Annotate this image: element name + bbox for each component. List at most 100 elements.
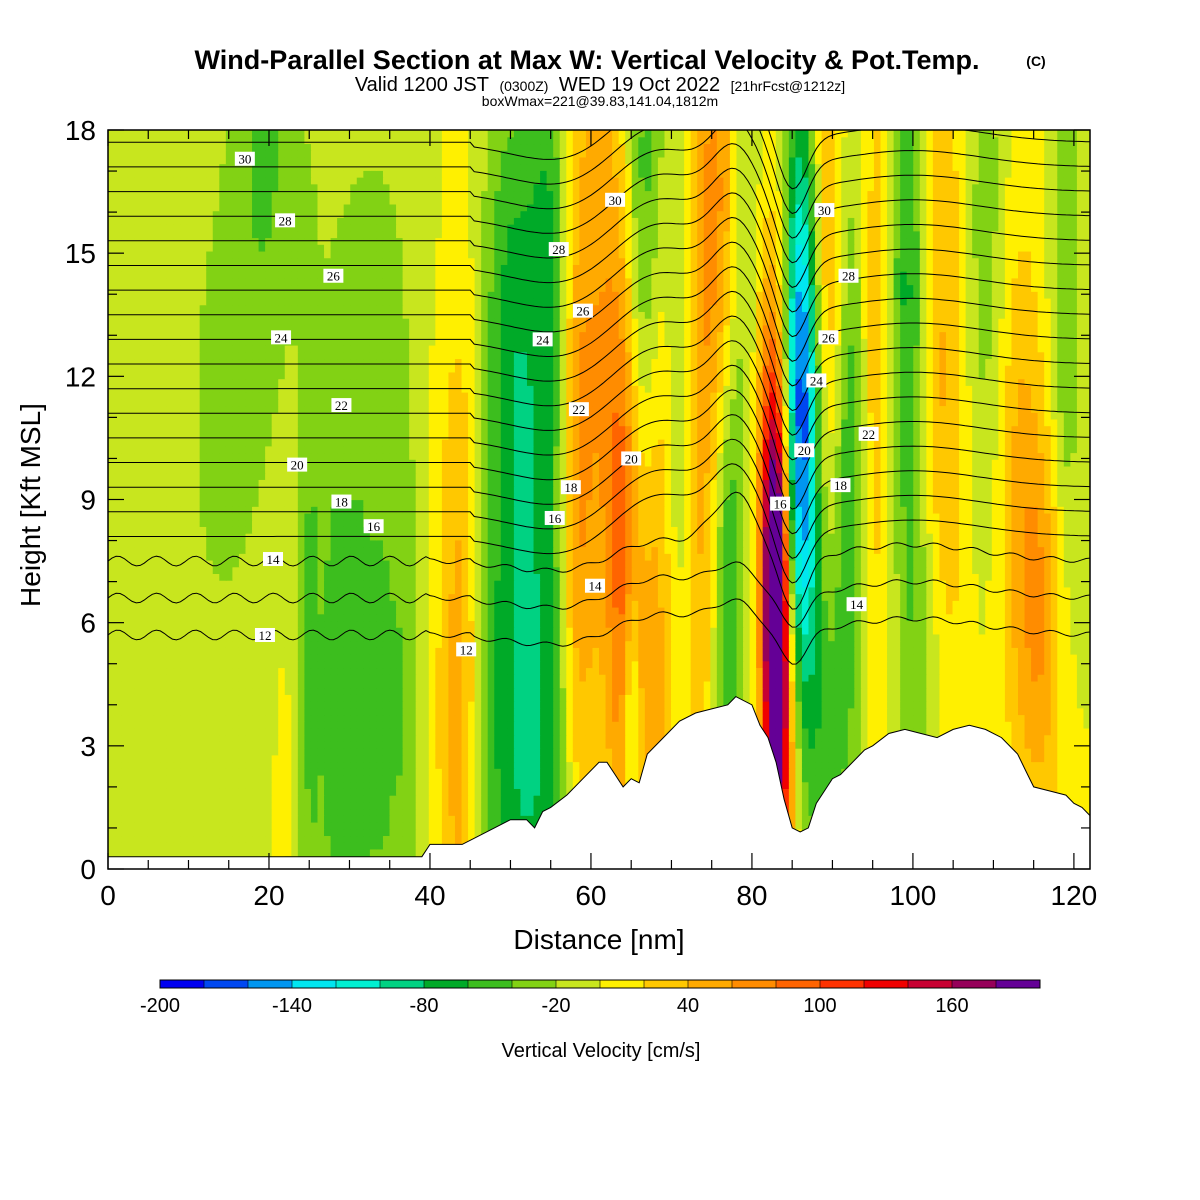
w-cell	[631, 721, 639, 729]
w-cell	[166, 768, 175, 776]
w-cell	[173, 821, 181, 830]
w-cell	[258, 754, 266, 763]
w-cell	[1004, 727, 1013, 736]
w-cell	[1031, 680, 1039, 689]
w-cell	[618, 674, 626, 682]
w-cell	[507, 721, 515, 729]
w-cell	[350, 714, 358, 722]
w-cell	[428, 774, 436, 783]
w-cell	[795, 680, 803, 689]
w-cell	[245, 654, 253, 662]
w-cell	[428, 647, 436, 655]
w-cell	[775, 727, 783, 736]
w-cell	[389, 835, 397, 843]
w-cell	[880, 647, 888, 655]
w-cell	[985, 647, 993, 655]
w-cell	[153, 781, 161, 789]
w-cell	[945, 707, 954, 716]
w-cell	[114, 828, 122, 837]
w-cell	[356, 727, 364, 736]
w-cell	[330, 654, 338, 662]
w-cell	[821, 754, 829, 763]
w-cell	[441, 707, 450, 716]
w-cell	[526, 801, 535, 810]
w-cell	[454, 754, 463, 763]
w-cell	[808, 654, 816, 662]
w-cell	[435, 754, 443, 763]
w-cell	[893, 660, 901, 669]
w-cell	[350, 647, 358, 655]
w-cell	[461, 694, 469, 702]
w-cell	[533, 721, 541, 729]
w-cell	[828, 714, 836, 722]
w-cell	[546, 647, 554, 655]
w-cell	[1031, 768, 1039, 776]
w-cell	[232, 761, 240, 769]
w-cell	[716, 647, 724, 655]
w-cell	[723, 654, 731, 662]
w-cell	[795, 741, 803, 749]
w-cell	[435, 815, 443, 823]
w-cell	[788, 674, 796, 682]
w-cell	[474, 647, 482, 655]
w-cell	[1050, 741, 1058, 749]
w-cell	[978, 660, 986, 669]
w-cell	[441, 674, 450, 682]
w-cell	[487, 727, 495, 736]
w-cell	[893, 647, 901, 655]
w-cell	[382, 721, 391, 729]
w-cell	[147, 848, 155, 857]
w-cell	[238, 774, 247, 783]
w-cell	[1037, 781, 1045, 789]
w-cell	[828, 687, 836, 695]
w-cell	[546, 701, 554, 709]
w-cell	[304, 788, 312, 796]
w-cell	[147, 828, 155, 837]
w-cell	[225, 714, 233, 722]
w-cell	[743, 680, 751, 689]
w-cell	[972, 660, 980, 669]
w-cell	[801, 647, 810, 655]
w-cell	[939, 727, 947, 736]
w-cell	[579, 768, 587, 776]
w-cell	[1024, 741, 1032, 749]
w-cell	[219, 687, 227, 695]
w-cell	[599, 741, 607, 749]
w-cell	[762, 721, 770, 729]
w-cell	[422, 701, 430, 709]
w-cell	[271, 734, 279, 742]
w-cell	[677, 694, 685, 702]
w-cell	[716, 687, 724, 695]
w-cell	[540, 680, 548, 689]
w-cell	[808, 694, 816, 702]
w-cell	[697, 674, 705, 682]
w-cell	[1070, 714, 1078, 722]
w-cell	[160, 741, 168, 749]
w-cell	[134, 640, 142, 648]
w-cell	[893, 667, 901, 675]
w-cell	[324, 821, 332, 830]
w-cell	[114, 687, 122, 695]
w-cell	[474, 721, 482, 729]
w-cell	[337, 660, 345, 669]
w-cell	[756, 707, 764, 716]
w-cell	[271, 774, 279, 783]
w-cell	[376, 701, 384, 709]
w-cell	[932, 701, 941, 709]
w-cell	[232, 721, 240, 729]
w-cell	[821, 707, 829, 716]
w-cell	[284, 815, 292, 823]
w-cell	[310, 774, 319, 783]
w-cell	[317, 714, 325, 722]
w-cell	[166, 707, 175, 716]
w-cell	[546, 714, 554, 722]
w-cell	[356, 842, 364, 850]
w-cell	[625, 727, 633, 736]
w-cell	[612, 701, 620, 709]
w-cell	[324, 654, 332, 662]
w-cell	[553, 647, 561, 655]
w-cell	[160, 667, 168, 675]
w-cell	[271, 821, 279, 830]
w-cell	[834, 647, 842, 655]
w-cell	[278, 721, 286, 729]
